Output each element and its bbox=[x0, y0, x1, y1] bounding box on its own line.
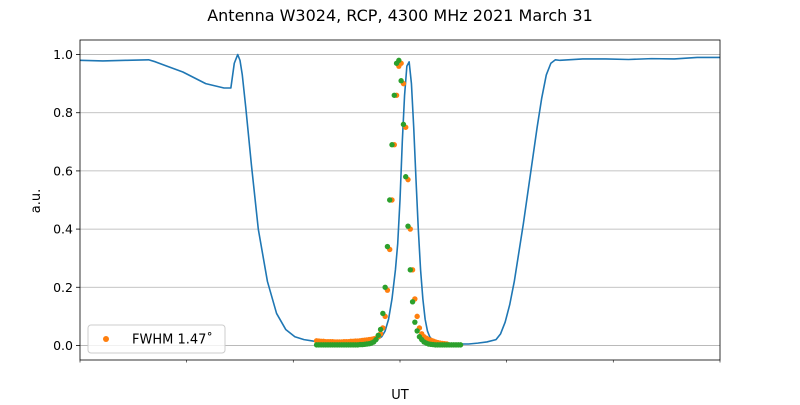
grid-lines bbox=[80, 54, 720, 346]
green-point bbox=[412, 319, 418, 325]
y-tick-label: 0.8 bbox=[53, 105, 73, 120]
green-point bbox=[373, 336, 379, 343]
legend-marker bbox=[103, 336, 109, 342]
green-point bbox=[403, 174, 409, 180]
green-point bbox=[398, 78, 404, 84]
legend-label: FWHM 1.47˚ bbox=[132, 332, 213, 348]
green-point bbox=[391, 92, 397, 98]
green-point bbox=[380, 310, 386, 317]
green-point bbox=[400, 121, 407, 128]
y-tick-label: 0.2 bbox=[53, 280, 73, 295]
green-point bbox=[377, 326, 384, 333]
green-point bbox=[457, 342, 464, 348]
y-tick-label: 0.4 bbox=[53, 222, 73, 237]
y-tick-label: 0.0 bbox=[53, 338, 73, 353]
plot-area bbox=[79, 53, 720, 348]
green-point bbox=[375, 332, 381, 338]
x-axis-ticks: 06:10 bbox=[79, 360, 721, 363]
y-axis-ticks: 0.0 0.2 0.4 0.6 0.8 1.0 bbox=[53, 47, 80, 353]
green-point bbox=[384, 243, 391, 250]
green-point bbox=[407, 267, 413, 273]
y-tick-label: 0.6 bbox=[53, 163, 73, 178]
legend-box bbox=[87, 324, 226, 354]
x-axis-label: UT bbox=[391, 388, 409, 400]
green-point bbox=[405, 223, 411, 229]
chart-title: Antenna W3024, RCP, 4300 MHz 2021 March … bbox=[207, 6, 593, 25]
green-point bbox=[389, 142, 395, 148]
legend: FWHM 1.47˚ bbox=[87, 324, 226, 354]
y-axis-label: a.u. bbox=[29, 189, 44, 213]
y-tick-label: 1.0 bbox=[53, 47, 73, 62]
green-point bbox=[409, 299, 416, 305]
green-point bbox=[396, 57, 402, 64]
green-point bbox=[414, 328, 420, 334]
fwhm-orange-point bbox=[414, 313, 420, 320]
antenna-response-line bbox=[79, 53, 720, 345]
green-point bbox=[387, 197, 393, 203]
green-point bbox=[382, 284, 388, 290]
